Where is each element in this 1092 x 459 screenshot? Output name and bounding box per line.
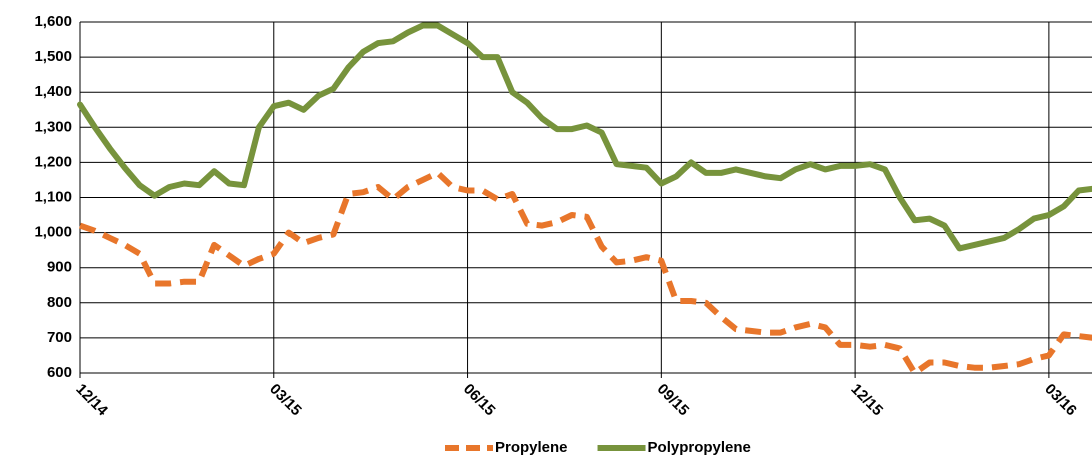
- y-tick-label: 1,100: [34, 188, 72, 205]
- x-tick-group: 06/15: [460, 381, 499, 420]
- y-tick-label: 1,000: [34, 224, 72, 241]
- y-tick-label: 900: [47, 259, 72, 276]
- y-tick-label: 700: [47, 329, 72, 346]
- legend-label: Propylene: [495, 439, 568, 456]
- y-tick-label: 1,500: [34, 48, 72, 65]
- x-tick-group: 12/14: [72, 381, 111, 420]
- x-tick-label: 12/15: [847, 381, 886, 420]
- x-tick-group: 03/15: [266, 381, 305, 420]
- x-tick-group: 12/15: [847, 381, 886, 420]
- y-tick-label: 1,600: [34, 13, 72, 30]
- line-series: [79, 169, 1092, 376]
- x-tick-label: 03/16: [1041, 381, 1080, 420]
- y-tick-label: 1,300: [34, 118, 72, 135]
- x-tick-group: 03/16: [1041, 381, 1080, 420]
- y-tick-label: 1,400: [34, 83, 72, 100]
- x-tick-label: 06/15: [460, 381, 499, 420]
- y-tick-label: 800: [47, 294, 72, 311]
- x-tick-label: 09/15: [654, 381, 693, 420]
- y-tick-label: 600: [47, 364, 72, 381]
- x-tick-label: 03/15: [266, 381, 305, 420]
- x-tick-group: 09/15: [654, 381, 693, 420]
- x-tick-label: 12/14: [72, 381, 111, 420]
- y-tick-label: 1,200: [34, 153, 72, 170]
- legend-label: Polypropylene: [648, 439, 751, 456]
- line-series: [77, 22, 1092, 252]
